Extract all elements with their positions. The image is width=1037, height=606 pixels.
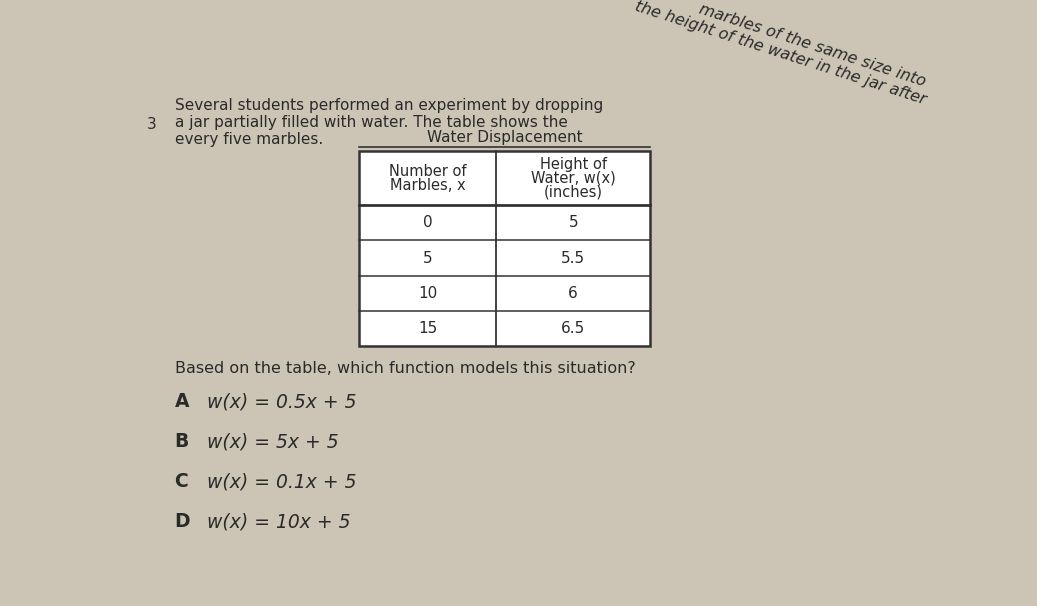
Text: w(x) = 0.5x + 5: w(x) = 0.5x + 5 [207,392,357,411]
Text: 15: 15 [418,321,438,336]
Text: Water, w(x): Water, w(x) [531,171,616,185]
Text: every five marbles.: every five marbles. [174,132,323,147]
Text: w(x) = 10x + 5: w(x) = 10x + 5 [207,513,351,531]
Text: Several students performed an experiment by dropping: Several students performed an experiment… [174,98,602,113]
Bar [359,152,650,346]
Text: Marbles, x: Marbles, x [390,178,466,193]
Text: marbles of the same size into: marbles of the same size into [697,2,928,89]
Text: 5: 5 [423,250,432,265]
Text: 6.5: 6.5 [561,321,585,336]
Text: w(x) = 0.1x + 5: w(x) = 0.1x + 5 [207,472,357,491]
Text: 0: 0 [423,215,432,230]
Text: D: D [174,513,190,531]
Text: 10: 10 [418,285,438,301]
Text: 5: 5 [568,215,578,230]
Text: B: B [174,432,189,451]
Text: A: A [174,392,189,411]
Text: a jar partially filled with water. The table shows the: a jar partially filled with water. The t… [174,115,567,130]
Text: C: C [174,472,189,491]
Text: Height of: Height of [539,157,607,172]
Text: 3: 3 [146,118,157,132]
Text: 5.5: 5.5 [561,250,585,265]
Text: w(x) = 5x + 5: w(x) = 5x + 5 [207,432,339,451]
Text: Based on the table, which function models this situation?: Based on the table, which function model… [174,361,636,376]
Text: (inches): (inches) [543,185,602,199]
Text: Water Displacement: Water Displacement [427,130,583,145]
Text: 6: 6 [568,285,578,301]
Text: Number of: Number of [389,164,467,179]
Text: the height of the water in the jar after: the height of the water in the jar after [633,0,928,108]
